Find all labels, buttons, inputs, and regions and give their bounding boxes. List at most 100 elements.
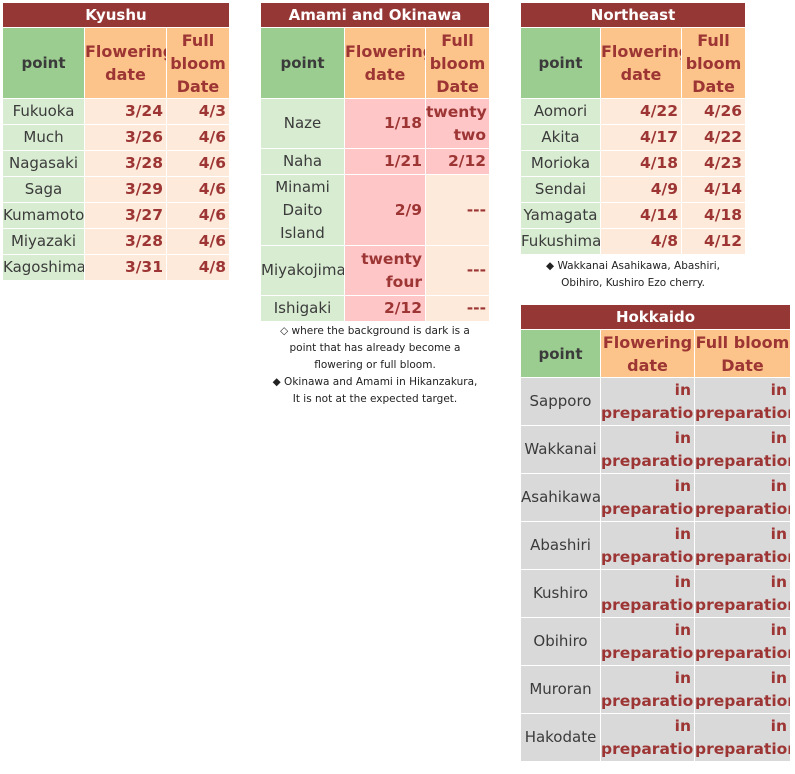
value-line: preparation	[601, 595, 695, 614]
value-line: preparation	[695, 403, 790, 422]
point-cell: Kushiro	[521, 570, 601, 618]
value-line: 2/12	[448, 152, 487, 170]
flowering-date-cell: 3/28	[85, 151, 167, 177]
value-line: in	[674, 668, 691, 687]
value-line: preparation	[601, 547, 695, 566]
value-line: ---	[466, 299, 487, 317]
full-bloom-date-cell: in preparation	[695, 522, 790, 570]
table-row: Akita 4/17 4/22	[521, 125, 746, 151]
flowering-date-cell: in preparation	[601, 666, 695, 714]
note-line: flowering or full bloom.	[314, 359, 436, 371]
full-bloom-date-cell: 4/8	[167, 255, 229, 281]
flowering-date-cell: 3/28	[85, 229, 167, 255]
flowering-date-cell: in preparation	[601, 522, 695, 570]
value-line: in	[674, 716, 691, 735]
point-cell: Minami Daito Island	[261, 175, 345, 246]
flowering-date-cell: 4/9	[601, 177, 682, 203]
point-line: Miyakojima	[261, 261, 345, 279]
okinawa-notes: ◇ where the background is dark is a poin…	[261, 323, 489, 408]
flowering-date-cell: twenty four	[345, 246, 426, 296]
value-line: in	[674, 524, 691, 543]
flowering-date-cell: 4/22	[601, 99, 682, 125]
flowering-date-cell: 3/24	[85, 99, 167, 125]
flowering-date-cell: 3/26	[85, 125, 167, 151]
flowering-date-cell: 1/21	[345, 149, 426, 175]
point-cell: Yamagata	[521, 203, 601, 229]
point-cell: Kagoshima	[3, 255, 85, 281]
full-bloom-date-header: Full bloom Date	[426, 28, 490, 99]
point-cell: Aomori	[521, 99, 601, 125]
table-row: Miyakojima twenty four ---	[261, 246, 490, 296]
table-row: Much 3/26 4/6	[3, 125, 229, 151]
table-row: Minami Daito Island 2/9 ---	[261, 175, 490, 246]
note-line: point that has already become a	[289, 342, 461, 354]
value-line: preparation	[695, 643, 790, 662]
point-cell: Naha	[261, 149, 345, 175]
value-line: in	[674, 380, 691, 399]
full-bloom-date-header: Full bloom Date	[167, 28, 229, 99]
flowering-date-header: Flowering date	[345, 28, 426, 99]
full-bloom-date-cell: 4/26	[682, 99, 746, 125]
full-bloom-date-header: Full bloom Date	[695, 330, 790, 378]
point-line: Ishigaki	[273, 299, 332, 317]
hokkaido-title: Hokkaido	[521, 305, 790, 330]
full-bloom-date-cell: in preparation	[695, 426, 790, 474]
table-row: Abashiri in preparation in preparation	[521, 522, 790, 570]
value-line: preparation	[695, 499, 790, 518]
table-row: Naha 1/21 2/12	[261, 149, 490, 175]
flowering-date-header: Flowering date	[601, 330, 695, 378]
point-cell: Miyazaki	[3, 229, 85, 255]
point-line: Naha	[282, 152, 323, 170]
table-row: Wakkanai in preparation in preparation	[521, 426, 790, 474]
point-cell: Hakodate	[521, 714, 601, 762]
point-cell: Much	[3, 125, 85, 151]
full-bloom-date-cell: 4/6	[167, 151, 229, 177]
okinawa-table: Amami and Okinawa point Flowering date Fu…	[261, 3, 490, 322]
point-cell: Sapporo	[521, 378, 601, 426]
flowering-date-cell: in preparation	[601, 618, 695, 666]
full-bloom-date-cell: in preparation	[695, 378, 790, 426]
full-bloom-date-cell: 4/6	[167, 177, 229, 203]
full-bloom-date-cell: ---	[426, 296, 490, 322]
value-line: twenty	[361, 249, 422, 268]
full-bloom-date-cell: 4/6	[167, 125, 229, 151]
table-row: Miyazaki 3/28 4/6	[3, 229, 229, 255]
flowering-date-cell: 4/18	[601, 151, 682, 177]
value-line: twenty	[426, 102, 487, 121]
northeast-notes: ◆ Wakkanai Asahikawa, Abashiri, Obihiro,…	[521, 258, 745, 292]
point-cell: Obihiro	[521, 618, 601, 666]
table-row: Obihiro in preparation in preparation	[521, 618, 790, 666]
okinawa-title: Amami and Okinawa	[261, 3, 490, 28]
table-row: Naze 1/18 twenty two	[261, 99, 490, 149]
value-line: preparation	[601, 739, 695, 758]
point-cell: Miyakojima	[261, 246, 345, 296]
table-row: Fukuoka 3/24 4/3	[3, 99, 229, 125]
full-bloom-date-cell: in preparation	[695, 474, 790, 522]
table-row: Saga 3/29 4/6	[3, 177, 229, 203]
value-line: ---	[466, 261, 487, 279]
table-row: Nagasaki 3/28 4/6	[3, 151, 229, 177]
point-cell: Akita	[521, 125, 601, 151]
point-header: point	[3, 28, 85, 99]
value-line: in	[770, 476, 787, 495]
point-header: point	[521, 28, 601, 99]
value-line: preparation	[695, 739, 790, 758]
full-bloom-date-cell: ---	[426, 175, 490, 246]
flowering-date-cell: in preparation	[601, 714, 695, 762]
point-line: Daito	[282, 200, 323, 219]
note-line: ◇ where the background is dark is a	[280, 325, 470, 337]
note-line: ◆ Wakkanai Asahikawa, Abashiri,	[546, 260, 720, 272]
point-line: Island	[280, 223, 325, 242]
value-line: 1/18	[383, 114, 422, 132]
table-row: Kushiro in preparation in preparation	[521, 570, 790, 618]
flowering-date-cell: 1/18	[345, 99, 426, 149]
kyushu-table: Kyushu point Flowering date Full bloom Date…	[3, 3, 229, 281]
flowering-date-cell: 3/29	[85, 177, 167, 203]
flowering-date-header: Flowering date	[85, 28, 167, 99]
full-bloom-date-cell: 4/6	[167, 203, 229, 229]
point-cell: Abashiri	[521, 522, 601, 570]
value-line: preparation	[601, 499, 695, 518]
flowering-date-cell: in preparation	[601, 570, 695, 618]
northeast-title: Northeast	[521, 3, 746, 28]
full-bloom-date-cell: 4/12	[682, 229, 746, 255]
